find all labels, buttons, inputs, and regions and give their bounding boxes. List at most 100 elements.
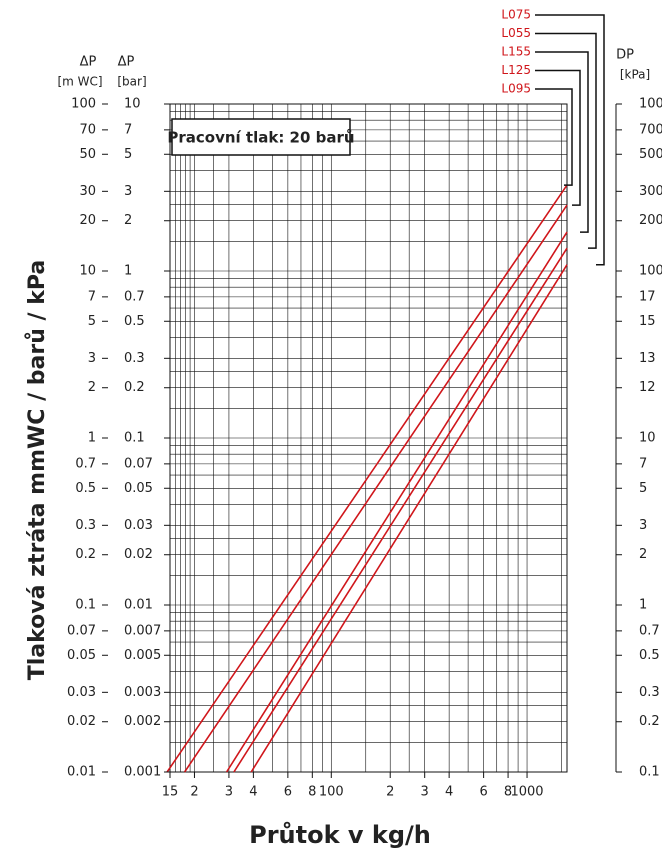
x-tick-label: 8 (504, 785, 512, 800)
y-tick-label: 5 (88, 314, 96, 329)
y2-tick-label: 0.5 (124, 314, 145, 329)
y3-tick-label: 2 (639, 547, 647, 562)
y3-tick-label: 0.7 (639, 623, 660, 638)
y-tick-label: 3 (88, 351, 96, 366)
y-tick-label: 100 (71, 97, 96, 112)
x-tick-label: 6 (284, 785, 292, 800)
legend-connector (535, 51, 589, 233)
y2-tick-label: 7 (124, 122, 132, 137)
y-tick-label: 0.5 (75, 481, 96, 496)
y2-tick-label: 5 (124, 147, 132, 162)
y3-tick-label: 200 (639, 213, 662, 228)
series-line (225, 231, 568, 773)
y3-tick-label: 0.2 (639, 714, 660, 729)
y-tick-label: 30 (79, 184, 96, 199)
y2-tick-label: 2 (124, 213, 132, 228)
y3-tick-label: 17 (639, 289, 656, 304)
y2-tick-label: 0.02 (124, 547, 153, 562)
y-axis-symbol: ΔP (80, 55, 97, 70)
series-line (250, 264, 568, 773)
y2-tick-label: 0.2 (124, 380, 145, 395)
y3-tick-label: 0.1 (639, 765, 660, 780)
y3-tick-label: 7 (639, 456, 647, 471)
legend-label: L075 (501, 8, 531, 22)
y3-tick-label: 1000 (639, 97, 662, 112)
y2-tick-label: 0.01 (124, 598, 153, 613)
y3-tick-label: 10 (639, 431, 656, 446)
legend-label: L095 (501, 82, 531, 96)
x-tick-label: 8 (308, 785, 316, 800)
chart-title: Pracovní tlak: 20 barů (167, 129, 354, 147)
y-axis-label: Tlaková ztráta mmWC / barů / kPa (25, 260, 50, 681)
y2-tick-label: 0.001 (124, 765, 161, 780)
y-tick-label: 0.02 (67, 714, 96, 729)
y-tick-label: 0.07 (67, 623, 96, 638)
y3-tick-label: 13 (639, 351, 656, 366)
y3-axis-unit: [kPa] (620, 68, 650, 82)
y-tick-label: 10 (79, 264, 96, 279)
y2-tick-label: 3 (124, 184, 132, 199)
series-lines (166, 184, 568, 773)
y-tick-label: 1 (88, 431, 96, 446)
series-line (233, 247, 568, 773)
y3-tick-label: 12 (639, 380, 656, 395)
y3-tick-label: 3 (639, 518, 647, 533)
y-tick-label: 0.03 (67, 685, 96, 700)
y3-tick-label: 100 (639, 264, 662, 279)
y2-axis-unit: [bar] (117, 75, 146, 89)
x-tick-label: 1000 (510, 785, 543, 800)
title-box (171, 118, 351, 156)
y3-axis-symbol: DP (616, 48, 634, 63)
y-tick-label: 2 (88, 380, 96, 395)
y-tick-label: 50 (79, 147, 96, 162)
x-axis-label: Průtok v kg/h (249, 821, 431, 849)
legend-connector (535, 14, 605, 266)
legend-connector (535, 32, 597, 249)
x-tick-label: 2 (190, 785, 198, 800)
y3-tick-label: 0.3 (639, 685, 660, 700)
x-tick-label: 100 (319, 785, 344, 800)
x-tick-label: 4 (249, 785, 257, 800)
y3-tick-label: 15 (639, 314, 656, 329)
legend-connector (535, 69, 581, 206)
x-tick-label: 3 (225, 785, 233, 800)
y3-tick-label: 1 (639, 598, 647, 613)
y2-tick-label: 0.003 (124, 685, 161, 700)
y2-tick-label: 0.005 (124, 648, 161, 663)
y-tick-label: 0.01 (67, 765, 96, 780)
x-tick-label: 2 (386, 785, 394, 800)
x-tick-label: 15 (162, 785, 179, 800)
y-tick-label: 0.1 (75, 598, 96, 613)
x-tick-label: 3 (421, 785, 429, 800)
y3-tick-label: 5 (639, 481, 647, 496)
legend-label: L055 (501, 26, 531, 40)
y2-tick-label: 0.03 (124, 518, 153, 533)
y2-tick-label: 0.007 (124, 623, 161, 638)
y-tick-label: 70 (79, 122, 96, 137)
legend-label: L155 (501, 45, 531, 59)
y-tick-label: 0.7 (75, 456, 96, 471)
y2-tick-label: 0.07 (124, 456, 153, 471)
legend-connector (535, 88, 573, 186)
series-line (183, 204, 568, 773)
y2-tick-label: 0.1 (124, 431, 145, 446)
y3-tick-label: 500 (639, 147, 662, 162)
y-axis-unit: [m WC] (57, 75, 102, 89)
y2-tick-label: 10 (124, 97, 141, 112)
y2-tick-label: 0.7 (124, 289, 145, 304)
y2-tick-label: 0.002 (124, 714, 161, 729)
y2-tick-label: 0.3 (124, 351, 145, 366)
series-line (166, 184, 568, 773)
x-tick-label: 4 (445, 785, 453, 800)
y3-tick-label: 700 (639, 122, 662, 137)
legend-label: L125 (501, 63, 531, 77)
y3-tick-label: 0.5 (639, 648, 660, 663)
y-tick-label: 7 (88, 289, 96, 304)
y2-tick-label: 0.05 (124, 481, 153, 496)
y-tick-label: 0.3 (75, 518, 96, 533)
y3-tick-label: 300 (639, 184, 662, 199)
y2-tick-label: 1 (124, 264, 132, 279)
y-tick-label: 0.05 (67, 648, 96, 663)
